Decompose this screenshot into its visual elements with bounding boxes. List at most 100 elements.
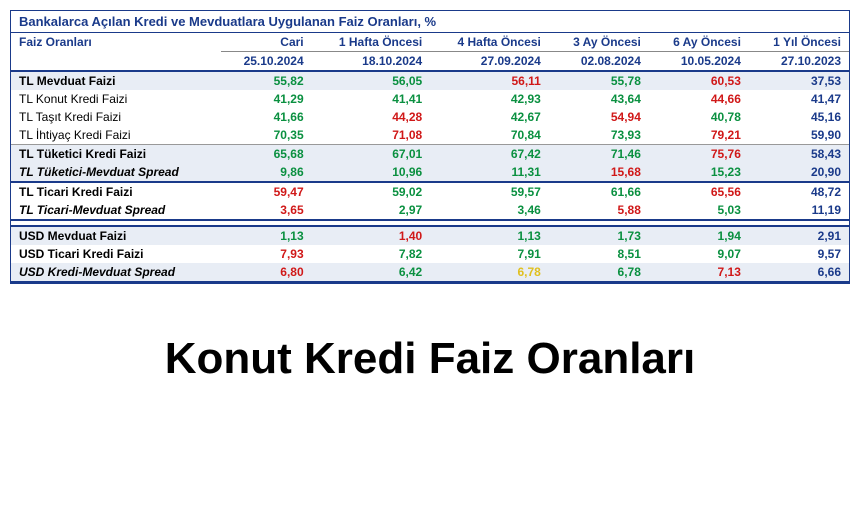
cell: 6,78 [549, 263, 649, 282]
cell: 3,65 [221, 201, 312, 220]
row-label: USD Ticari Kredi Faizi [11, 245, 221, 263]
header-row-labels: Faiz OranlarıCari1 Hafta Öncesi4 Hafta Ö… [11, 33, 849, 52]
cell: 11,31 [430, 163, 549, 182]
cell: 6,80 [221, 263, 312, 282]
cell: 1,94 [649, 226, 749, 245]
cell: 60,53 [649, 71, 749, 90]
col-date-5: 27.10.2023 [749, 52, 849, 72]
cell: 15,23 [649, 163, 749, 182]
row-label: TL Mevduat Faizi [11, 71, 221, 90]
table-row: TL Konut Kredi Faizi41,2941,4142,9343,64… [11, 90, 849, 108]
row-label: TL Ticari Kredi Faizi [11, 182, 221, 201]
header-row-dates: 25.10.202418.10.202427.09.202402.08.2024… [11, 52, 849, 72]
cell: 67,01 [312, 145, 431, 164]
cell: 11,19 [749, 201, 849, 220]
cell: 73,93 [549, 126, 649, 145]
cell: 9,86 [221, 163, 312, 182]
table-row: TL İhtiyaç Kredi Faizi70,3571,0870,8473,… [11, 126, 849, 145]
cell: 3,46 [430, 201, 549, 220]
cell: 61,66 [549, 182, 649, 201]
cell: 1,13 [430, 226, 549, 245]
cell: 2,97 [312, 201, 431, 220]
cell: 41,29 [221, 90, 312, 108]
cell: 15,68 [549, 163, 649, 182]
cell: 55,82 [221, 71, 312, 90]
row-label: TL İhtiyaç Kredi Faizi [11, 126, 221, 145]
cell: 5,03 [649, 201, 749, 220]
cell: 10,96 [312, 163, 431, 182]
col-label-2: 4 Hafta Öncesi [430, 33, 549, 52]
table-row: TL Ticari Kredi Faizi59,4759,0259,5761,6… [11, 182, 849, 201]
cell: 9,57 [749, 245, 849, 263]
cell: 8,51 [549, 245, 649, 263]
cell: 67,42 [430, 145, 549, 164]
cell: 71,46 [549, 145, 649, 164]
cell: 20,90 [749, 163, 849, 182]
cell: 9,07 [649, 245, 749, 263]
cell: 41,41 [312, 90, 431, 108]
cell: 44,28 [312, 108, 431, 126]
cell: 55,78 [549, 71, 649, 90]
cell: 7,13 [649, 263, 749, 282]
cell: 75,76 [649, 145, 749, 164]
row-label: TL Tüketici-Mevduat Spread [11, 163, 221, 182]
cell: 45,16 [749, 108, 849, 126]
table-row: TL Taşıt Kredi Faizi41,6644,2842,6754,94… [11, 108, 849, 126]
rates-table: Bankalarca Açılan Kredi ve Mevduatlara U… [11, 11, 849, 283]
cell: 41,66 [221, 108, 312, 126]
cell: 59,47 [221, 182, 312, 201]
cell: 42,67 [430, 108, 549, 126]
cell: 7,93 [221, 245, 312, 263]
cell: 41,47 [749, 90, 849, 108]
cell: 6,42 [312, 263, 431, 282]
cell: 71,08 [312, 126, 431, 145]
col-label-4: 6 Ay Öncesi [649, 33, 749, 52]
table-row: TL Ticari-Mevduat Spread3,652,973,465,88… [11, 201, 849, 220]
cell: 42,93 [430, 90, 549, 108]
cell: 1,40 [312, 226, 431, 245]
cell: 65,56 [649, 182, 749, 201]
cell: 59,57 [430, 182, 549, 201]
cell: 79,21 [649, 126, 749, 145]
col-label-5: 1 Yıl Öncesi [749, 33, 849, 52]
col-label-1: 1 Hafta Öncesi [312, 33, 431, 52]
col-date-2: 27.09.2024 [430, 52, 549, 72]
row-label: TL Tüketici Kredi Faizi [11, 145, 221, 164]
cell: 6,66 [749, 263, 849, 282]
cell: 1,13 [221, 226, 312, 245]
table-body: TL Mevduat Faizi55,8256,0556,1155,7860,5… [11, 71, 849, 282]
cell: 1,73 [549, 226, 649, 245]
cell: 54,94 [549, 108, 649, 126]
col-label-3: 3 Ay Öncesi [549, 33, 649, 52]
cell: 59,02 [312, 182, 431, 201]
cell: 43,64 [549, 90, 649, 108]
col-date-3: 02.08.2024 [549, 52, 649, 72]
cell: 70,35 [221, 126, 312, 145]
cell: 7,82 [312, 245, 431, 263]
table-row: TL Mevduat Faizi55,8256,0556,1155,7860,5… [11, 71, 849, 90]
row-label: USD Mevduat Faizi [11, 226, 221, 245]
table-title: Bankalarca Açılan Kredi ve Mevduatlara U… [11, 11, 849, 33]
col-date-4: 10.05.2024 [649, 52, 749, 72]
col-label-0: Cari [221, 33, 312, 52]
cell: 2,91 [749, 226, 849, 245]
row-header-blank [11, 52, 221, 72]
cell: 6,78 [430, 263, 549, 282]
cell: 70,84 [430, 126, 549, 145]
table-row: TL Tüketici-Mevduat Spread9,8610,9611,31… [11, 163, 849, 182]
cell: 7,91 [430, 245, 549, 263]
table-row: USD Mevduat Faizi1,131,401,131,731,942,9… [11, 226, 849, 245]
table-row: USD Kredi-Mevduat Spread6,806,426,786,78… [11, 263, 849, 282]
cell: 48,72 [749, 182, 849, 201]
table-row: USD Ticari Kredi Faizi7,937,827,918,519,… [11, 245, 849, 263]
cell: 56,05 [312, 71, 431, 90]
cell: 5,88 [549, 201, 649, 220]
cell: 37,53 [749, 71, 849, 90]
cell: 40,78 [649, 108, 749, 126]
row-label: TL Konut Kredi Faizi [11, 90, 221, 108]
cell: 56,11 [430, 71, 549, 90]
cell: 58,43 [749, 145, 849, 164]
table-row: TL Tüketici Kredi Faizi65,6867,0167,4271… [11, 145, 849, 164]
cell: 44,66 [649, 90, 749, 108]
cell: 59,90 [749, 126, 849, 145]
